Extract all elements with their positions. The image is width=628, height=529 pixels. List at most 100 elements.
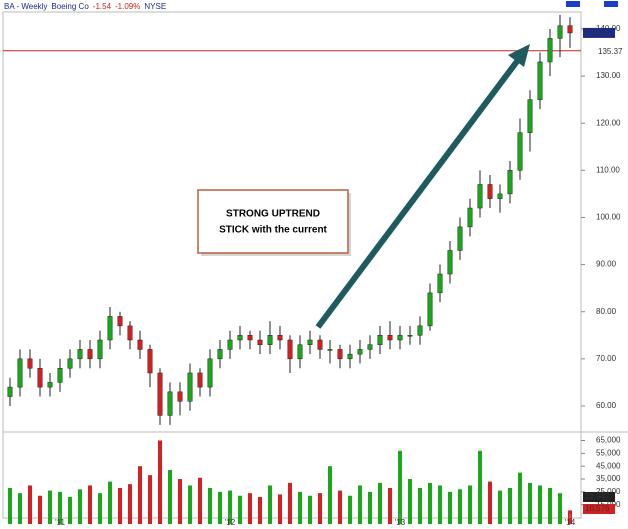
candle-body (467, 207, 473, 228)
candle-body (307, 339, 313, 345)
y2-tick-label: 35,000 (596, 474, 621, 483)
candle-body (297, 344, 303, 360)
candle-body (477, 184, 483, 209)
candle-body (377, 335, 383, 345)
volume-bar (528, 482, 532, 524)
x-tick-label: '13 (395, 518, 406, 527)
last-volume-box (583, 504, 615, 514)
candle-body (167, 391, 173, 416)
volume-bar (418, 488, 422, 524)
candle-body (17, 358, 23, 388)
volume-bar (228, 490, 232, 524)
trend-arrowhead (508, 44, 530, 67)
last-volume-label: 10,576 (585, 504, 610, 513)
volume-bar (58, 491, 62, 524)
y2-tick-label: 45,000 (596, 461, 621, 470)
last-price-box (583, 27, 615, 38)
volume-bar (498, 490, 502, 524)
candle-body (387, 335, 393, 341)
y-tick-label: 130.00 (596, 71, 621, 80)
candle-body (507, 170, 513, 195)
volume-bar (38, 495, 42, 524)
candle-body (237, 335, 243, 341)
volume-bar (248, 493, 252, 524)
y-tick-label: 80.00 (596, 307, 617, 316)
volume-bar (428, 482, 432, 524)
candle-body (137, 339, 143, 350)
volume-bar (318, 493, 322, 524)
candle-body (407, 335, 413, 337)
toolbar-icon (604, 1, 618, 7)
y-tick-label: 60.00 (596, 401, 617, 410)
x-tick-label: '14 (565, 518, 576, 527)
volume-bar (478, 450, 482, 524)
candle-body (287, 339, 293, 360)
candle-body (567, 25, 573, 34)
candle-body (367, 344, 373, 350)
candle-body (277, 335, 283, 341)
candle-body (327, 349, 333, 351)
volume-bar (458, 489, 462, 524)
volume-bar (508, 488, 512, 524)
candle-body (187, 372, 193, 402)
annotation-text: STRONG UPTREND (226, 209, 320, 220)
candle-body (37, 368, 43, 388)
volume-average-box (583, 492, 615, 502)
volume-bar (468, 485, 472, 524)
volume-bar (438, 485, 442, 524)
candle-body (247, 335, 253, 341)
candle-body (207, 358, 213, 388)
chart-title: BA - Weekly Boeing Co -1.54 -1.09% NYSE (4, 2, 166, 11)
y-tick-label: 110.00 (596, 165, 620, 174)
volume-bar (88, 485, 92, 524)
annotation-box (197, 189, 349, 254)
candle-body (437, 273, 443, 294)
x-tick-label: '11 (55, 518, 65, 527)
volume-bar (348, 495, 352, 524)
volume-bar (358, 485, 362, 524)
volume-bar (178, 479, 182, 524)
volume-bar (518, 472, 522, 524)
volume-bar (288, 482, 292, 524)
candle-body (47, 382, 53, 388)
candle-body (177, 391, 183, 402)
candle-body (557, 25, 563, 39)
y-tick-label: 120.00 (596, 118, 621, 127)
volume-bar (298, 491, 302, 524)
y2-tick-label: 25,000 (596, 487, 621, 496)
volume-bar (68, 497, 72, 524)
volume-bar (188, 485, 192, 524)
volume-bar (308, 495, 312, 524)
candle-body (267, 335, 273, 345)
volume-bar (558, 493, 562, 524)
candle-body (97, 339, 103, 360)
candle-body (57, 368, 63, 383)
volume-bar (408, 479, 412, 524)
reference-label: 135.37 (598, 47, 623, 56)
candle-body (427, 292, 433, 327)
toolbar-icon (566, 1, 580, 7)
candle-body (317, 339, 323, 350)
volume-bar (238, 495, 242, 524)
change-pct: -1.09% (115, 2, 140, 11)
candle-body (227, 339, 233, 350)
candle-body (537, 61, 543, 100)
company: Boeing Co (51, 2, 89, 11)
candle-body (397, 335, 403, 341)
candle-body (517, 132, 523, 171)
candle-body (27, 358, 33, 369)
volume-bar (388, 488, 392, 524)
candle-body (497, 193, 503, 199)
candle-body (107, 316, 113, 341)
volume-bar (98, 493, 102, 524)
volume-bar (148, 475, 152, 524)
candle-body (127, 325, 133, 341)
volume-bar (548, 488, 552, 524)
candle-body (527, 99, 533, 133)
candle-body (67, 358, 73, 369)
volume-bar (328, 466, 332, 524)
candle-body (87, 349, 93, 360)
volume-bar (538, 485, 542, 524)
